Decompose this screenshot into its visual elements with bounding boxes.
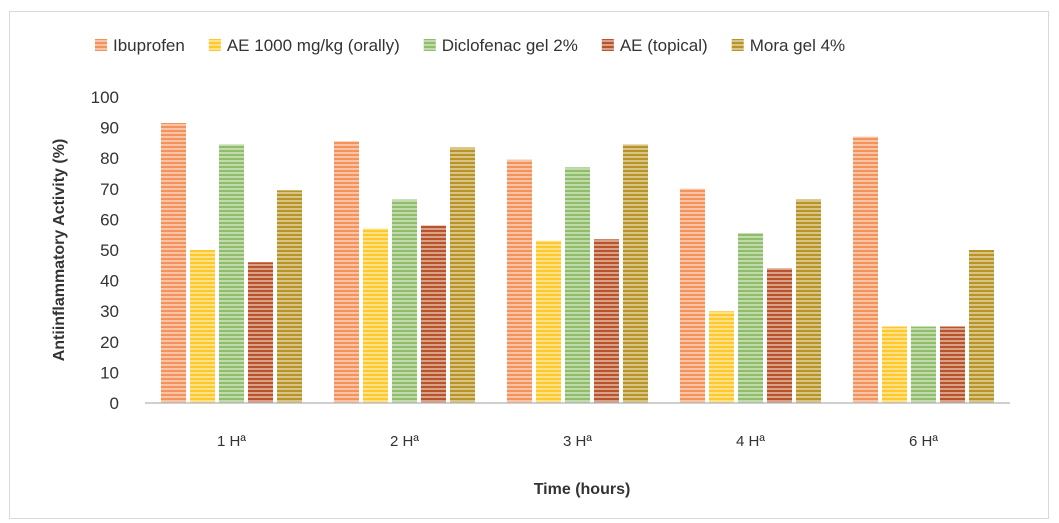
- bar-stripes: [392, 199, 417, 403]
- bar: [623, 144, 648, 403]
- legend-item: AE 1000 mg/kg (orally): [208, 36, 400, 55]
- x-tick-label: 2 Hª: [390, 433, 419, 450]
- bar: [680, 188, 705, 403]
- bar-stripes: [623, 144, 648, 403]
- bar: [248, 262, 273, 403]
- bar: [565, 167, 590, 403]
- bar-stripes: [911, 326, 936, 403]
- bar: [709, 311, 734, 403]
- bar: [363, 228, 388, 403]
- bar: [507, 159, 532, 403]
- bar: [219, 144, 244, 403]
- bar: [738, 233, 763, 403]
- x-axis-ticks: 1 Hª 2 Hª 3 Hª 4 Hª 6 Hª: [217, 433, 938, 450]
- legend-label: Mora gel 4%: [750, 36, 845, 55]
- bar: [767, 268, 792, 403]
- bar: [392, 199, 417, 403]
- y-tick-label: 90: [100, 119, 119, 138]
- bar-stripes: [363, 228, 388, 403]
- bar: [940, 326, 965, 403]
- legend-item: Diclofenac gel 2%: [423, 36, 578, 55]
- bar-stripes: [450, 147, 475, 403]
- y-tick-label: 20: [100, 333, 119, 352]
- legend-label: Ibuprofen: [113, 36, 185, 55]
- bar-stripes: [738, 233, 763, 403]
- y-tick-label: 100: [91, 88, 119, 107]
- x-tick-label: 1 Hª: [217, 433, 246, 450]
- x-tick-label: 4 Hª: [736, 433, 765, 450]
- bar-stripes: [767, 268, 792, 403]
- y-tick-label: 50: [100, 241, 119, 260]
- legend-swatch-stripes: [208, 39, 221, 51]
- bar-stripes: [161, 123, 186, 403]
- bar: [796, 199, 821, 403]
- bar: [334, 141, 359, 403]
- bar: [911, 326, 936, 403]
- bars: [161, 123, 994, 403]
- y-tick-label: 40: [100, 272, 119, 291]
- bar: [421, 225, 446, 403]
- y-axis-title: Antiinflammatory Activity (%): [51, 139, 68, 362]
- bar-stripes: [421, 225, 446, 403]
- y-tick-label: 30: [100, 302, 119, 321]
- bar-stripes: [334, 141, 359, 403]
- legend-label: Diclofenac gel 2%: [442, 36, 578, 55]
- bar: [450, 147, 475, 403]
- bar: [536, 240, 561, 403]
- bar: [969, 250, 994, 403]
- bar-stripes: [594, 239, 619, 403]
- x-tick-label: 6 Hª: [909, 433, 938, 450]
- legend-label: AE 1000 mg/kg (orally): [227, 36, 400, 55]
- bar: [882, 326, 907, 403]
- bar-stripes: [709, 311, 734, 403]
- legend-item: Ibuprofen: [95, 36, 185, 55]
- bar-stripes: [969, 250, 994, 403]
- y-tick-label: 80: [100, 149, 119, 168]
- bar: [853, 136, 878, 403]
- y-axis-ticks: 0 10 20 30 40 50 60 70 80 90 100: [91, 88, 119, 413]
- x-tick-label: 3 Hª: [563, 433, 592, 450]
- bar: [190, 250, 215, 403]
- bar-stripes: [680, 188, 705, 403]
- legend: Ibuprofen AE 1000 mg/kg (orally) Diclofena…: [95, 36, 845, 55]
- bar-stripes: [536, 240, 561, 403]
- x-axis-title: Time (hours): [534, 481, 631, 498]
- bar-stripes: [219, 144, 244, 403]
- bar-stripes: [507, 159, 532, 403]
- legend-swatch-stripes: [95, 39, 107, 51]
- y-tick-label: 70: [100, 180, 119, 199]
- bar: [277, 190, 302, 403]
- bar: [594, 239, 619, 403]
- y-tick-label: 10: [100, 363, 119, 382]
- legend-swatch-stripes: [601, 39, 614, 51]
- legend-swatch-stripes: [423, 39, 436, 51]
- bar-stripes: [565, 167, 590, 403]
- bar-stripes: [190, 250, 215, 403]
- bar-stripes: [940, 326, 965, 403]
- bar-stripes: [277, 190, 302, 403]
- legend-label: AE (topical): [620, 36, 708, 55]
- legend-swatch-stripes: [731, 39, 744, 51]
- bar-stripes: [882, 326, 907, 403]
- bar: [161, 123, 186, 403]
- y-tick-label: 60: [100, 210, 119, 229]
- legend-item: AE (topical): [601, 36, 708, 55]
- bar-stripes: [796, 199, 821, 403]
- bar-stripes: [248, 262, 273, 403]
- y-tick-label: 0: [110, 394, 119, 413]
- bar-stripes: [853, 136, 878, 403]
- legend-item: Mora gel 4%: [731, 36, 845, 55]
